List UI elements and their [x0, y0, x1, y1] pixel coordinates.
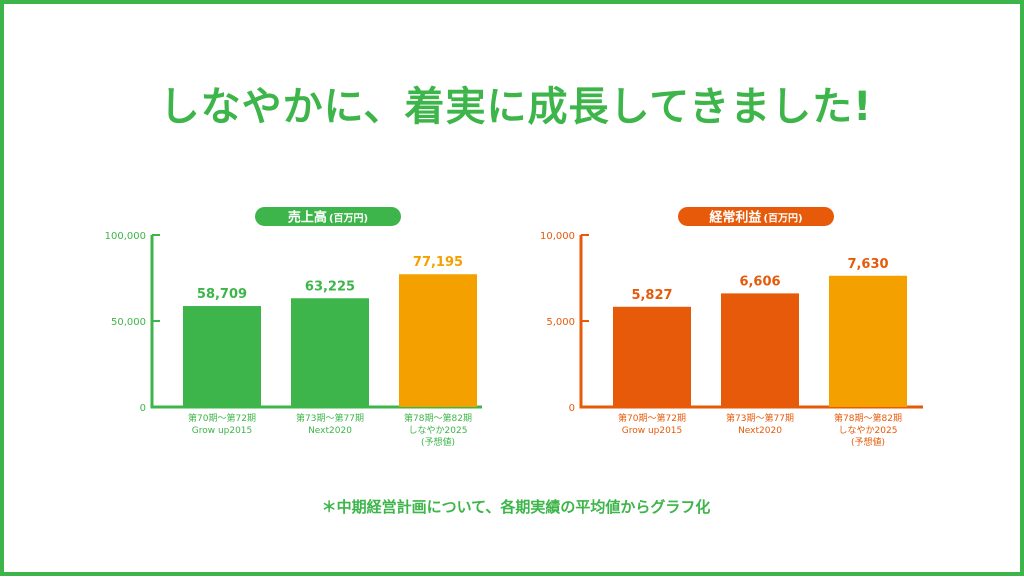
bar-value-label: 6,606 — [739, 274, 780, 289]
x-category-label: しなやか2025 — [839, 425, 898, 436]
x-category-label: しなやか2025 — [409, 425, 468, 436]
x-category-label: Next2020 — [308, 426, 352, 436]
bar — [183, 306, 261, 407]
chart-unit: (百万円) — [763, 213, 802, 225]
bar — [721, 293, 799, 407]
bar-value-label: 77,195 — [413, 255, 463, 270]
x-category-label: 第73期〜第77期 — [726, 412, 794, 424]
chart-title-text: 売上高 — [288, 210, 327, 226]
bar — [613, 306, 691, 407]
x-category-label: 第78期〜第82期 — [404, 412, 472, 424]
footnote: ＊中期経営計画について、各期実績の平均値からグラフ化 — [321, 498, 711, 516]
bar — [829, 275, 907, 407]
chart-title-text: 経常利益 — [709, 210, 761, 226]
page-headline: しなやかに、着実に成長してきました! — [159, 84, 873, 130]
bar-value-label: 58,709 — [197, 287, 247, 302]
x-category-label: (予想値) — [851, 436, 885, 448]
x-category-label: 第78期〜第82期 — [834, 412, 902, 424]
y-tick-label: 0 — [569, 403, 575, 414]
chart-title-pill — [255, 207, 401, 226]
bar-value-label: 63,225 — [305, 279, 355, 294]
x-category-label: 第70期〜第72期 — [618, 412, 686, 424]
y-tick-label: 50,000 — [111, 317, 146, 328]
x-category-label: Grow up2015 — [192, 426, 253, 436]
x-category-label: (予想値) — [421, 436, 455, 448]
y-tick-label: 100,000 — [105, 231, 146, 242]
x-category-label: 第70期〜第72期 — [188, 412, 256, 424]
x-category-label: Next2020 — [738, 426, 782, 436]
profit-chart: 経常利益 (百万円) 0 5,000 10,000 5,827 第70期〜第72期 Grow … — [540, 207, 923, 448]
chart-title: 経常利益 (百万円) — [709, 210, 802, 226]
y-tick-label: 5,000 — [546, 317, 575, 328]
x-category-label: 第73期〜第77期 — [296, 412, 364, 424]
chart-title: 売上高 (百万円) — [288, 210, 368, 226]
chart-unit: (百万円) — [329, 213, 368, 225]
bar — [399, 274, 477, 407]
x-category-label: Grow up2015 — [622, 426, 683, 436]
y-tick-label: 10,000 — [540, 231, 575, 242]
chart-title-pill — [678, 207, 834, 226]
bar — [291, 298, 369, 407]
y-tick-label: 0 — [140, 403, 146, 414]
bar-value-label: 5,827 — [631, 288, 672, 303]
sales-chart: 売上高 (百万円) 0 50,000 100,000 58,709 第70期〜第72期 Gro… — [105, 207, 482, 448]
bar-value-label: 7,630 — [847, 257, 888, 272]
